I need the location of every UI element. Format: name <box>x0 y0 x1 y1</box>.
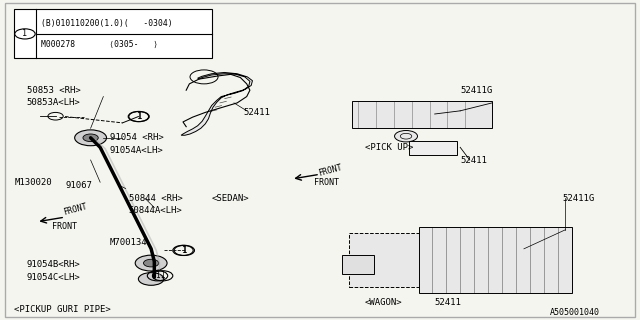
Text: 52411G: 52411G <box>562 194 595 203</box>
Circle shape <box>394 131 417 142</box>
Circle shape <box>83 134 99 142</box>
Text: 50844 <RH>: 50844 <RH> <box>129 194 182 203</box>
FancyBboxPatch shape <box>349 233 431 287</box>
Text: (B)010110200(1.0)(   -0304): (B)010110200(1.0)( -0304) <box>41 19 173 28</box>
Text: 1: 1 <box>160 271 165 280</box>
FancyBboxPatch shape <box>14 9 212 59</box>
Text: 91054C<LH>: 91054C<LH> <box>27 273 81 282</box>
Circle shape <box>75 130 106 146</box>
Text: 50853A<LH>: 50853A<LH> <box>27 99 81 108</box>
Text: 1: 1 <box>180 246 186 255</box>
Text: 52411: 52411 <box>244 108 271 117</box>
Text: 1: 1 <box>136 112 141 121</box>
Text: 52411: 52411 <box>460 156 487 164</box>
Circle shape <box>138 273 164 285</box>
FancyBboxPatch shape <box>419 227 572 293</box>
Text: FRONT: FRONT <box>52 222 77 231</box>
Text: 1: 1 <box>22 29 28 38</box>
Text: 50844A<LH>: 50844A<LH> <box>129 206 182 215</box>
Text: <PICKUP GURI PIPE>: <PICKUP GURI PIPE> <box>14 305 111 314</box>
Text: <WAGON>: <WAGON> <box>365 298 402 307</box>
Text: <PICK UP>: <PICK UP> <box>365 143 413 152</box>
Text: 50853 <RH>: 50853 <RH> <box>27 86 81 95</box>
PathPatch shape <box>181 72 252 135</box>
Text: 52411G: 52411G <box>460 86 492 95</box>
Text: 91067: 91067 <box>65 181 92 190</box>
Text: M700134: M700134 <box>109 238 147 247</box>
FancyBboxPatch shape <box>352 101 492 128</box>
Text: FRONT: FRONT <box>62 202 88 217</box>
Text: 91054 <RH>: 91054 <RH> <box>109 133 163 142</box>
Text: 52411: 52411 <box>435 298 461 307</box>
Text: 91054A<LH>: 91054A<LH> <box>109 146 163 155</box>
Circle shape <box>143 259 159 267</box>
Text: M000278       ⟨0305-   ⟩: M000278 ⟨0305- ⟩ <box>41 40 158 49</box>
Text: FRONT: FRONT <box>317 163 342 178</box>
Text: FRONT: FRONT <box>314 178 339 187</box>
Text: 1: 1 <box>155 271 160 280</box>
Text: 1: 1 <box>182 246 187 255</box>
FancyBboxPatch shape <box>409 141 457 155</box>
Text: <SEDAN>: <SEDAN> <box>212 194 250 203</box>
Text: A505001040: A505001040 <box>549 308 600 317</box>
Circle shape <box>135 255 167 271</box>
Text: 91054B<RH>: 91054B<RH> <box>27 260 81 269</box>
FancyBboxPatch shape <box>342 255 374 274</box>
Text: M130020: M130020 <box>14 178 52 187</box>
Text: 1: 1 <box>137 112 141 121</box>
